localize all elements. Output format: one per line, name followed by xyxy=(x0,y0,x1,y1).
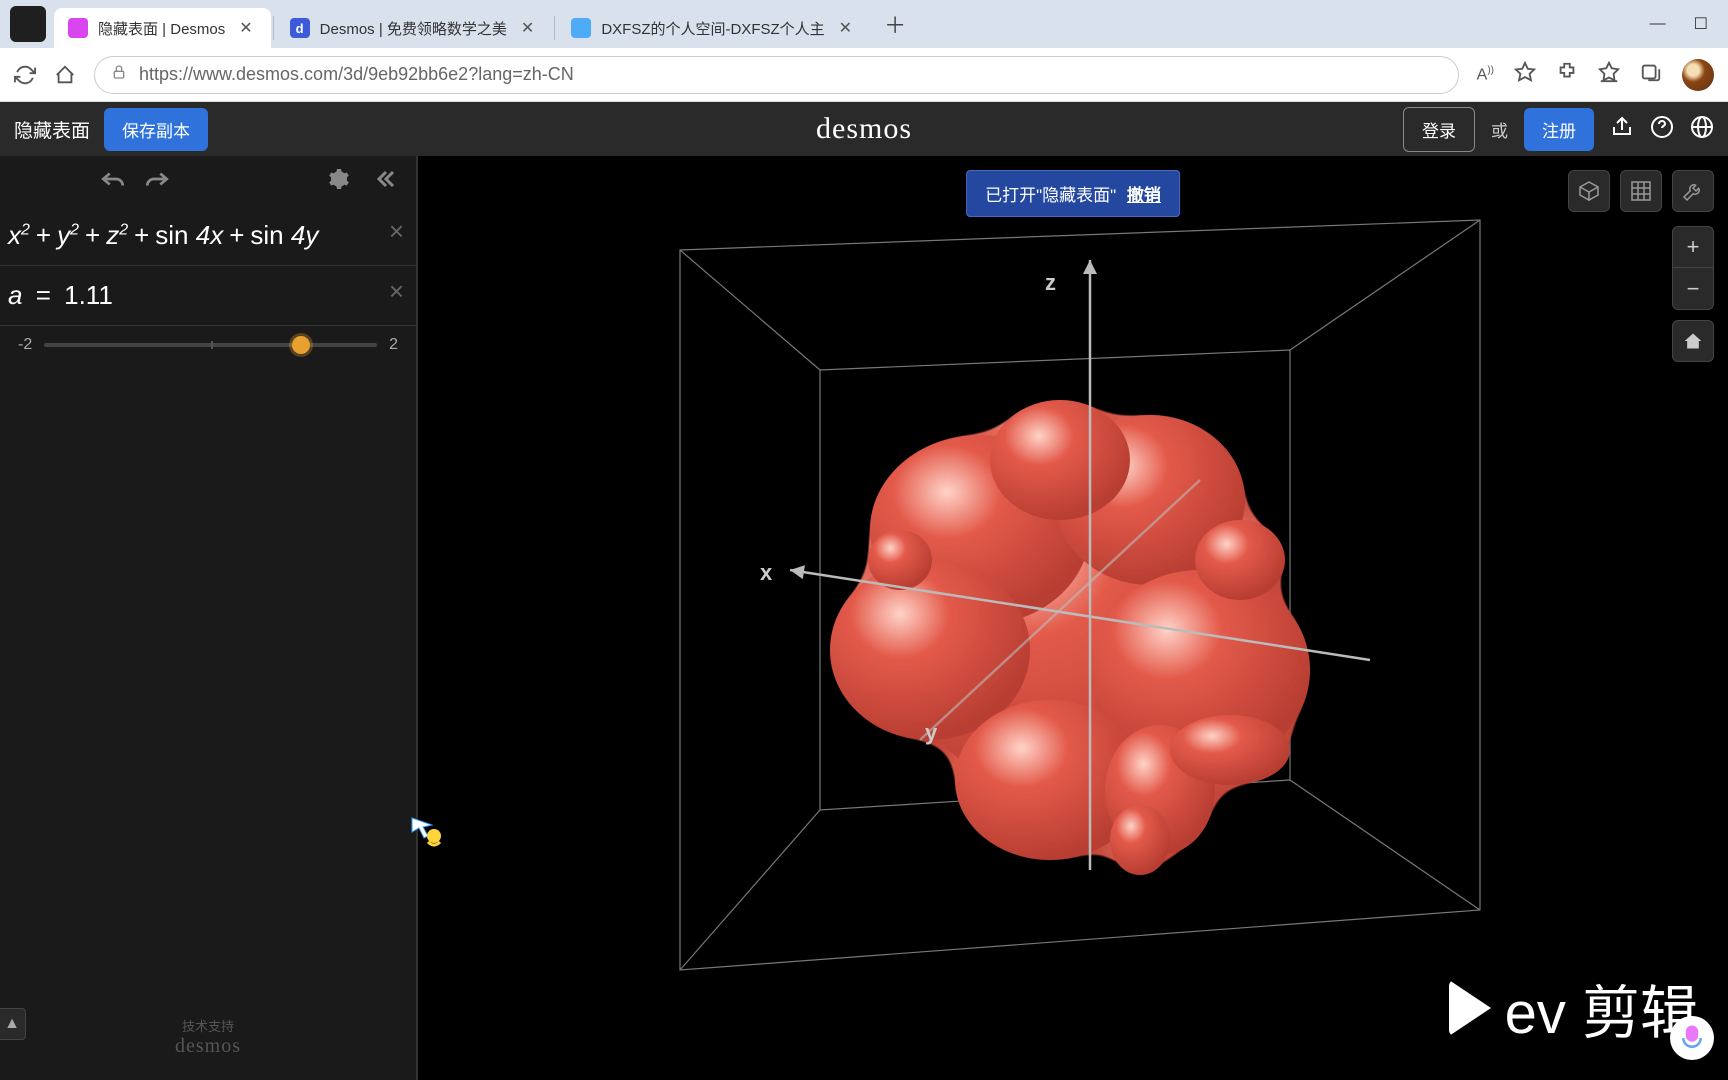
collections-icon[interactable] xyxy=(1640,61,1662,88)
expression-1-text: x2+y2+z2+sin 4x+sin 4y xyxy=(8,220,318,250)
tab-title: Desmos | 免费领略数学之美 xyxy=(320,18,507,39)
save-copy-button[interactable]: 保存副本 xyxy=(104,108,208,151)
expr2-value: 1.11 xyxy=(64,280,113,310)
help-icon[interactable] xyxy=(1650,115,1674,144)
extensions-icon[interactable] xyxy=(1556,61,1578,88)
url-bar: https://www.desmos.com/3d/9eb92bb6e2?lan… xyxy=(0,48,1728,102)
slider-thumb[interactable] xyxy=(292,336,310,354)
assistant-icon[interactable] xyxy=(1670,1016,1714,1060)
toast-text: 已打开"隐藏表面" xyxy=(985,186,1116,205)
gear-icon[interactable] xyxy=(326,167,350,196)
graph-title[interactable]: 隐藏表面 xyxy=(14,116,90,143)
axis-z-label: z xyxy=(1045,270,1056,296)
expand-handle[interactable]: ▲ xyxy=(0,1008,26,1040)
redo-icon[interactable] xyxy=(144,169,170,194)
slider-track[interactable] xyxy=(44,343,377,347)
zoom-in-button[interactable]: + xyxy=(1672,226,1714,268)
tab-favicon: d xyxy=(290,18,310,38)
slider-min: -2 xyxy=(18,336,32,354)
expression-sidebar: x2+y2+z2+sin 4x+sin 4y × a = 1.11 × -2 2 xyxy=(0,156,418,1080)
favorite-icon[interactable] xyxy=(1514,61,1536,88)
favorites-bar-icon[interactable] xyxy=(1598,61,1620,88)
expression-1[interactable]: x2+y2+z2+sin 4x+sin 4y × xyxy=(0,206,416,266)
tab-close-icon[interactable]: ✕ xyxy=(517,18,538,38)
login-button[interactable]: 登录 xyxy=(1403,107,1475,152)
powered-label: 技术支持 xyxy=(175,1016,241,1035)
tab-close-icon[interactable]: ✕ xyxy=(835,18,856,38)
toast: 已打开"隐藏表面" 撤销 xyxy=(966,170,1180,217)
browser-tab[interactable]: d Desmos | 免费领略数学之美 ✕ xyxy=(276,8,553,48)
view-wrench-icon[interactable] xyxy=(1672,170,1714,212)
slider-max: 2 xyxy=(389,336,398,354)
share-icon[interactable] xyxy=(1610,115,1634,144)
ev-text: ev 剪辑 xyxy=(1505,966,1698,1050)
tab-title: 隐藏表面 | Desmos xyxy=(98,18,225,39)
maximize-icon[interactable]: ☐ xyxy=(1694,14,1708,34)
slider-row: -2 2 xyxy=(0,326,416,364)
toast-undo-link[interactable]: 撤销 xyxy=(1127,186,1161,205)
delete-expr-1-icon[interactable]: × xyxy=(389,216,404,247)
app-header: 隐藏表面 保存副本 desmos 登录 或 注册 xyxy=(0,102,1728,156)
browser-tab[interactable]: 隐藏表面 | Desmos ✕ xyxy=(54,8,271,48)
tab-close-icon[interactable]: ✕ xyxy=(235,18,256,38)
zoom-home-button[interactable] xyxy=(1672,320,1714,362)
settings-globe-icon[interactable] xyxy=(1690,115,1714,144)
powered-by: 技术支持 desmos xyxy=(175,1016,241,1058)
tab-favicon xyxy=(68,18,88,38)
delete-expr-2-icon[interactable]: × xyxy=(389,276,404,307)
or-text: 或 xyxy=(1491,117,1508,142)
minimize-icon[interactable]: — xyxy=(1650,15,1666,33)
window-controls: — ☐ xyxy=(1650,14,1728,34)
slider-tick xyxy=(211,341,213,349)
cursor-fairy-icon xyxy=(410,816,444,850)
undo-icon[interactable] xyxy=(100,169,126,194)
profile-avatar[interactable] xyxy=(1682,59,1714,91)
scene-svg xyxy=(418,156,1728,1080)
read-aloud-icon[interactable]: A)) xyxy=(1477,65,1494,84)
view-3d-icon[interactable] xyxy=(1568,170,1610,212)
powered-brand: desmos xyxy=(175,1035,241,1058)
refresh-icon[interactable] xyxy=(14,64,36,86)
axis-x-label: x xyxy=(760,560,772,586)
zoom-out-button[interactable]: − xyxy=(1672,268,1714,310)
expression-2[interactable]: a = 1.11 × xyxy=(0,266,416,326)
tab-title: DXFSZ的个人空间-DXFSZ个人主 xyxy=(601,18,824,39)
browser-tab-bar: 隐藏表面 | Desmos ✕d Desmos | 免费领略数学之美 ✕ DXF… xyxy=(0,0,1728,48)
desmos-logo: desmos xyxy=(816,112,912,146)
url-text: https://www.desmos.com/3d/9eb92bb6e2?lan… xyxy=(139,64,574,85)
expr2-eq: = xyxy=(22,280,64,310)
axis-y-label: y xyxy=(925,720,937,746)
new-tab-button[interactable]: ＋ xyxy=(870,8,920,40)
ev-watermark: ev 剪辑 xyxy=(1449,966,1698,1050)
play-icon xyxy=(1449,980,1491,1036)
expr2-var: a xyxy=(8,280,22,310)
browser-tab[interactable]: DXFSZ的个人空间-DXFSZ个人主 ✕ xyxy=(557,8,870,48)
lock-icon xyxy=(111,64,127,85)
collapse-sidebar-icon[interactable] xyxy=(372,167,396,196)
register-button[interactable]: 注册 xyxy=(1524,108,1594,151)
browser-menu-square[interactable] xyxy=(10,6,46,42)
url-field[interactable]: https://www.desmos.com/3d/9eb92bb6e2?lan… xyxy=(94,56,1459,94)
tab-favicon xyxy=(571,18,591,38)
view-grid-icon[interactable] xyxy=(1620,170,1662,212)
graph-canvas[interactable]: 已打开"隐藏表面" 撤销 + − x y z e xyxy=(418,156,1728,1080)
home-icon[interactable] xyxy=(54,64,76,86)
